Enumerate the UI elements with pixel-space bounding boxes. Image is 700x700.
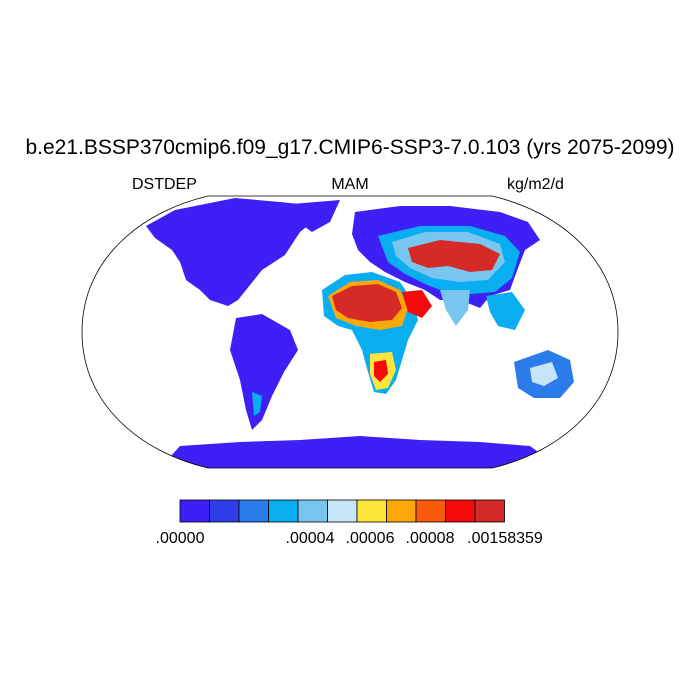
units-label: kg/m2/d — [507, 176, 564, 193]
variable-name: DSTDEP — [132, 176, 197, 193]
land-central-asia — [408, 240, 500, 272]
land-sahara — [332, 284, 402, 322]
land-south-america — [230, 314, 298, 430]
land-australia-interior — [530, 362, 558, 386]
colorbar-box — [386, 499, 417, 523]
colorbar-box — [327, 499, 358, 523]
map-content — [146, 198, 574, 468]
land-greenland — [292, 200, 340, 232]
land-india — [440, 290, 470, 326]
colorbar-tick-label: .00004 — [285, 530, 335, 547]
land-north-america — [146, 198, 335, 306]
globe-outline — [81, 195, 619, 469]
colorbar-box — [474, 499, 505, 523]
colorbar-tick-label: .00008 — [405, 530, 455, 547]
colorbar-box — [297, 499, 328, 523]
land-arabia — [402, 290, 432, 318]
colorbar-box — [268, 499, 299, 523]
colorbar-box — [445, 499, 476, 523]
colorbar-box — [356, 499, 387, 523]
season-label: MAM — [331, 176, 369, 193]
colorbar-box — [238, 499, 269, 523]
land-se-asia — [486, 292, 525, 330]
colorbar-box — [415, 499, 446, 523]
land-kalahari — [374, 360, 388, 382]
colorbar-box — [209, 499, 240, 523]
colorbar-tick-label: .00000 — [155, 530, 205, 547]
land-patagonia — [252, 392, 262, 416]
chart-title: b.e21.BSSP370cmip6.f09_g17.CMIP6-SSP3-7.… — [25, 136, 675, 159]
colorbar — [179, 499, 505, 523]
colorbar-box — [179, 499, 210, 523]
land-antarctica — [160, 436, 560, 468]
colorbar-tick-label: .00006 — [345, 530, 395, 547]
colorbar-tick-label: .00158359 — [467, 530, 543, 547]
